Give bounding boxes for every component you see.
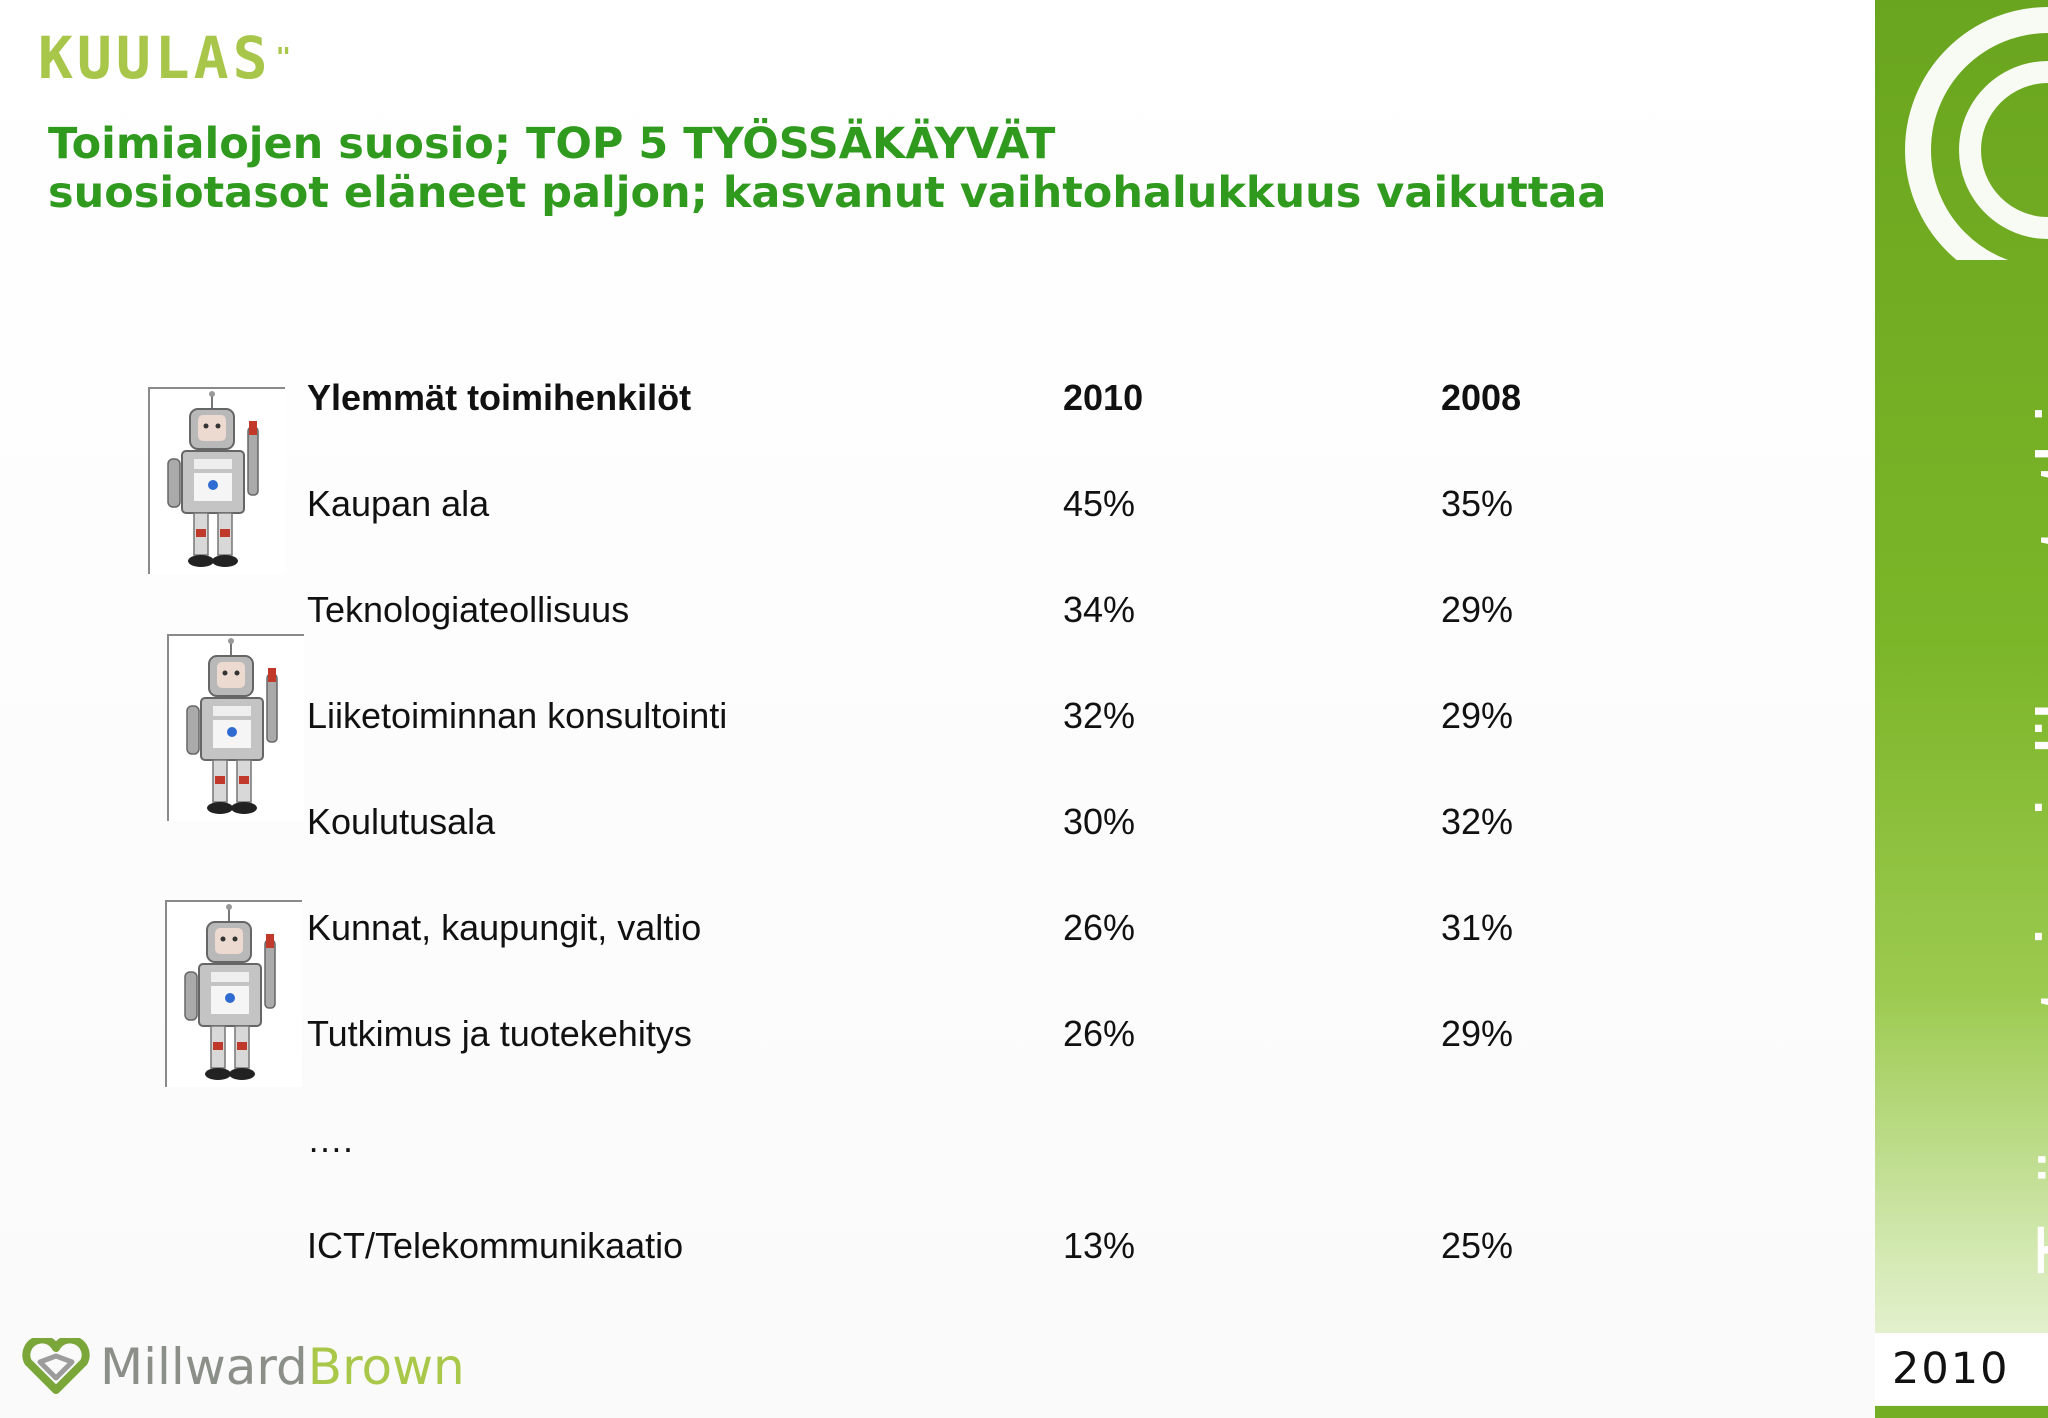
- table-cell-2008: 25%: [1441, 1225, 1514, 1266]
- millward-brown-logo: MillwardBrown: [20, 1330, 465, 1400]
- millward-brown-wordmark: MillwardBrown: [100, 1338, 465, 1396]
- table-header-category: Ylemmät toimihenkilöt: [307, 377, 692, 418]
- table-cell-2010: 34%: [1063, 589, 1136, 630]
- table-row-ellipsis: ….: [307, 1119, 354, 1160]
- table-header-2010: 2010: [1063, 377, 1144, 418]
- table-row-label: Kaupan ala: [307, 483, 490, 524]
- table-cell-2008: 35%: [1441, 483, 1514, 524]
- slide-title-line-2: suosiotasot eläneet paljon; kasvanut vai…: [48, 168, 1607, 218]
- table-cell-2008: 31%: [1441, 907, 1514, 948]
- year-box: [1875, 1333, 2048, 1405]
- slide-title: Toimialojen suosio; TOP 5 TYÖSSÄKÄYVÄT s…: [48, 120, 1606, 218]
- sidebar-vertical-title: Työnantajamielikuvatutkimus: [2021, 253, 2048, 1275]
- table-row-label: Liiketoiminnan konsultointi: [307, 695, 728, 736]
- millward-brown-part1: Millward: [100, 1338, 308, 1396]
- robot-illustration-icon: [167, 634, 304, 821]
- table-header-2008: 2008: [1441, 377, 1522, 418]
- arc-decoration-icon: [1905, 7, 2048, 260]
- sidebar-bottom-strip: [1875, 1406, 2048, 1418]
- table-row-label: Teknologiateollisuus: [307, 589, 630, 630]
- millward-brown-part2: Brown: [307, 1338, 465, 1396]
- table-row-label: Koulutusala: [307, 801, 496, 842]
- table-cell-2010: 45%: [1063, 483, 1136, 524]
- slide-title-line-1: Toimialojen suosio; TOP 5 TYÖSSÄKÄYVÄT: [48, 119, 1056, 169]
- table-cell-2010: 13%: [1063, 1225, 1136, 1266]
- table-cell-2010: 26%: [1063, 907, 1136, 948]
- right-sidebar: [1875, 0, 2048, 1418]
- robot-illustration-icon: [148, 387, 285, 574]
- kuulas-logo-mark: ": [275, 43, 296, 73]
- table-cell-2008: 29%: [1441, 589, 1514, 630]
- slide-background: [0, 0, 1875, 1418]
- table-row-label: Tutkimus ja tuotekehitys: [307, 1013, 692, 1054]
- table-row-label: ICT/Telekommunikaatio: [307, 1225, 684, 1266]
- table-cell-2010: 32%: [1063, 695, 1136, 736]
- table-cell-2008: 29%: [1441, 1013, 1514, 1054]
- kuulas-logo-text: KUULAS: [38, 24, 272, 92]
- kuulas-logo: KUULAS ": [38, 28, 295, 88]
- table-row-label: Kunnat, kaupungit, valtio: [307, 907, 702, 948]
- robot-illustration-icon: [165, 900, 302, 1087]
- table-cell-2010: 30%: [1063, 801, 1136, 842]
- table-cell-2008: 32%: [1441, 801, 1514, 842]
- table-cell-2010: 26%: [1063, 1013, 1136, 1054]
- millward-brown-heart-icon: [22, 1338, 90, 1394]
- year-label: 2010: [1892, 1344, 2010, 1394]
- table-cell-2008: 29%: [1441, 695, 1514, 736]
